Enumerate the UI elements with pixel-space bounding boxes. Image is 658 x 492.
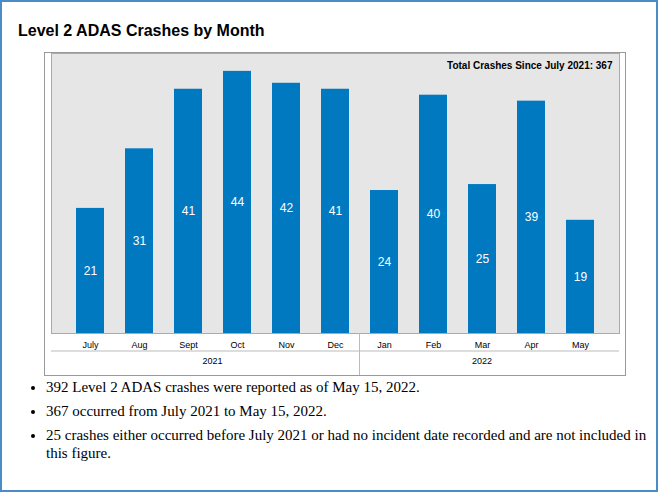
- svg-text:Sept: Sept: [179, 340, 198, 350]
- svg-text:Oct: Oct: [230, 340, 245, 350]
- html-text:Level 2 ADAS Crashes by Month: Level 2 ADAS Crashes by Month: [18, 22, 265, 39]
- svg-text:Total Crashes Since July 2021:: Total Crashes Since July 2021: 367: [447, 60, 613, 71]
- svg-text:May: May: [572, 340, 590, 350]
- svg-text:Apr: Apr: [524, 340, 538, 350]
- svg-text:39: 39: [525, 210, 539, 224]
- svg-text:2022: 2022: [472, 356, 492, 366]
- svg-text:21: 21: [84, 264, 98, 278]
- svg-text:2021: 2021: [202, 356, 222, 366]
- svg-text:40: 40: [427, 207, 441, 221]
- html-text:367 occurred from July 2021 to: 367 occurred from July 2021 to May 15, 2…: [46, 403, 327, 419]
- svg-text:Feb: Feb: [426, 340, 442, 350]
- svg-text:19: 19: [574, 270, 588, 284]
- svg-text:25: 25: [476, 252, 490, 266]
- svg-text:44: 44: [231, 195, 245, 209]
- svg-text:31: 31: [133, 234, 147, 248]
- svg-text:Aug: Aug: [131, 340, 147, 350]
- svg-text:Mar: Mar: [475, 340, 491, 350]
- svg-text:Jan: Jan: [377, 340, 392, 350]
- html-text:392 Level 2 ADAS crashes were: 392 Level 2 ADAS crashes were reported a…: [46, 379, 420, 395]
- svg-text:Nov: Nov: [278, 340, 295, 350]
- svg-text:July: July: [82, 340, 99, 350]
- svg-text:41: 41: [182, 204, 196, 218]
- svg-text:41: 41: [329, 204, 343, 218]
- html-text:25 crashes either occurred bef: 25 crashes either occurred before July 2…: [46, 427, 647, 461]
- svg-text:Dec: Dec: [327, 340, 344, 350]
- svg-text:24: 24: [378, 255, 392, 269]
- svg-text:42: 42: [280, 201, 294, 215]
